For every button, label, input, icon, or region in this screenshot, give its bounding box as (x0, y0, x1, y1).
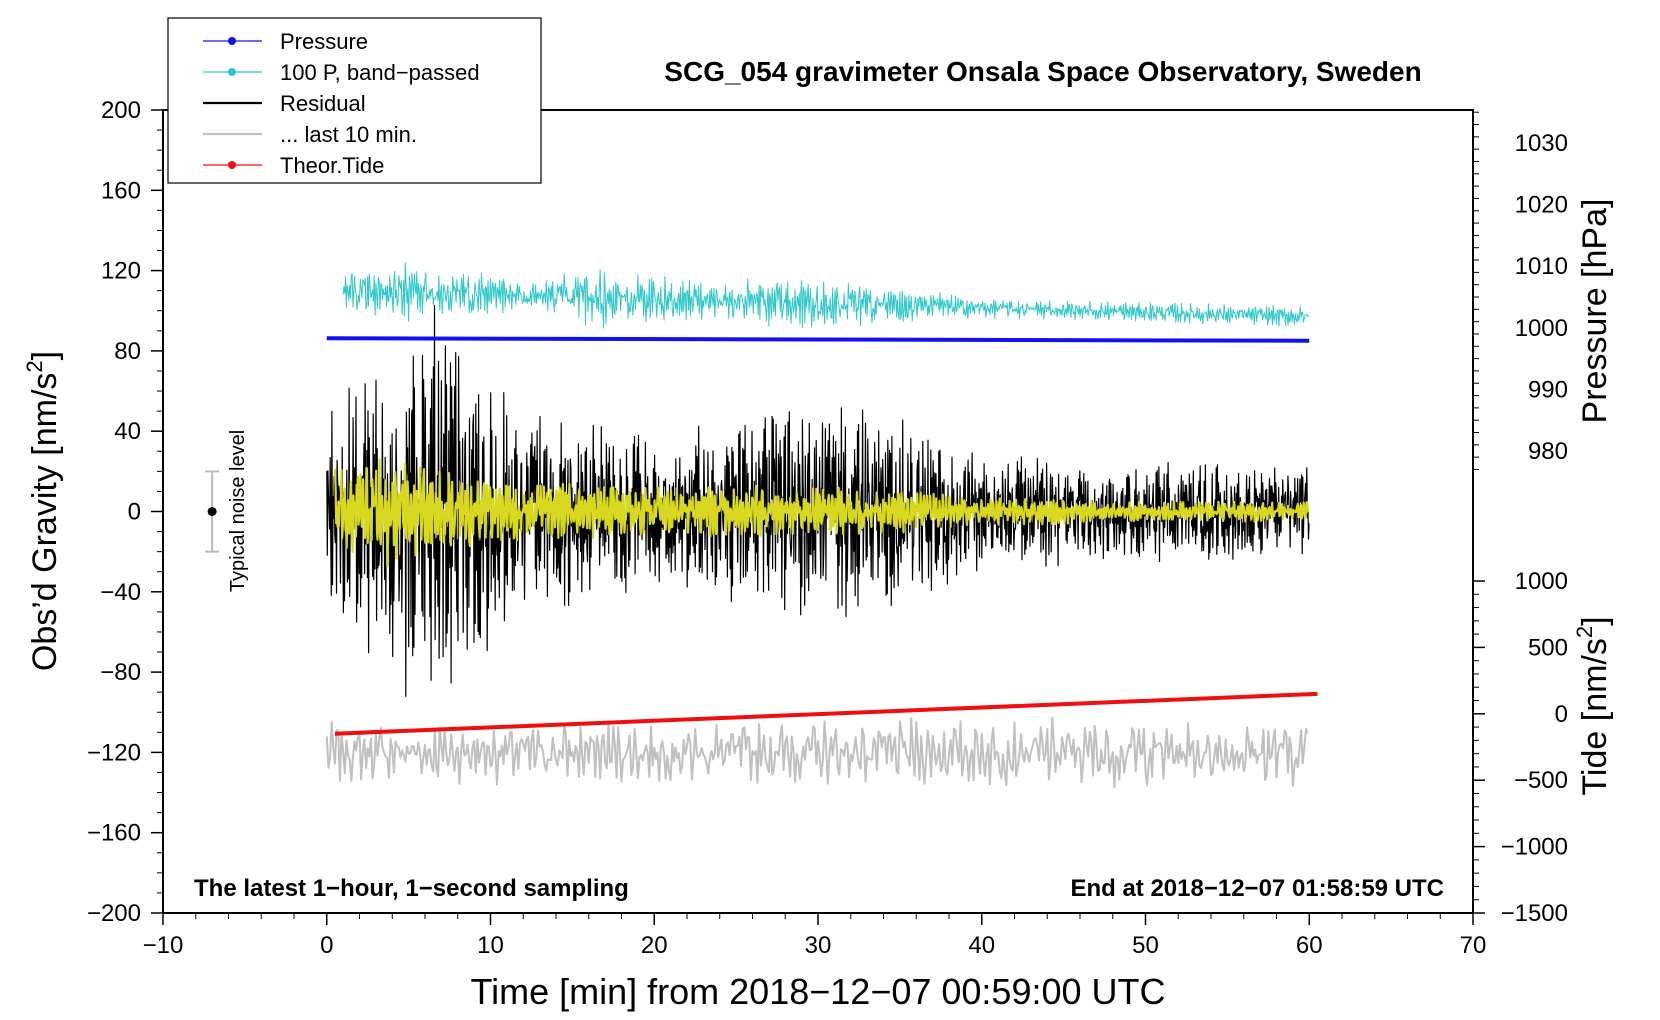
legend-label: Residual (280, 91, 366, 116)
series-layer (325, 262, 1318, 789)
tide-tick-label: 0 (1555, 701, 1568, 728)
noise-label: Typical noise level (227, 430, 249, 592)
legend-marker (228, 161, 236, 169)
x-tick-label: 30 (805, 932, 832, 959)
pressure-tick-label: 990 (1528, 376, 1568, 403)
x-tick-label: 70 (1460, 932, 1487, 959)
y-axis-label: Obs’d Gravity [nm/s2] (22, 351, 64, 671)
x-tick-label: 10 (477, 932, 504, 959)
tide-tick-label: −1500 (1501, 900, 1568, 927)
pressure-tick-label: 1000 (1515, 315, 1568, 342)
series-theor-tide (334, 691, 1318, 736)
legend-label: Theor.Tide (280, 153, 384, 178)
chart-title: SCG_054 gravimeter Onsala Space Observat… (664, 56, 1421, 87)
y-tick-label: 160 (101, 177, 141, 204)
series-100-p-band-passed (342, 262, 1310, 329)
pressure-axis-label: Pressure [hPa] (1576, 199, 1614, 424)
series--last-10-min- (325, 717, 1309, 789)
x-axis-ticks: −10 0 10 20 30 40 50 60 70 (143, 913, 1487, 959)
x-tick-label: 40 (968, 932, 995, 959)
x-tick-label: 0 (320, 932, 333, 959)
legend-label: Pressure (280, 29, 368, 54)
y-tick-label: −120 (87, 739, 141, 766)
series-pressure (326, 336, 1310, 343)
x-tick-label: 20 (641, 932, 668, 959)
x-axis-label: Time [min] from 2018−12−07 00:59:00 UTC (470, 971, 1165, 1012)
legend: Pressure 100 P, band−passed Residual ... la… (167, 17, 542, 184)
pressure-tick-label: 1030 (1515, 130, 1568, 157)
legend-box (167, 17, 542, 184)
legend-marker (228, 37, 236, 45)
annotation-left: The latest 1−hour, 1−second sampling (194, 875, 629, 902)
legend-marker (228, 68, 236, 76)
tide-axis-label: Tide [nm/s2] (1572, 616, 1614, 795)
series-residual (326, 304, 1310, 698)
tide-tick-label: −500 (1514, 767, 1568, 794)
y-tick-label: 120 (101, 258, 141, 285)
x-tick-label: −10 (143, 932, 184, 959)
y-tick-label: 80 (114, 338, 141, 365)
noise-level-indicator (205, 470, 220, 553)
y-axis-ticks: 200 160 120 80 40 0 −40 −80 −120 −160 −200 (87, 97, 163, 927)
pressure-tick-label: 1010 (1515, 253, 1568, 280)
pressure-axis-ticks: 1030 1020 1010 1000 990 980 (1473, 111, 1568, 470)
y-tick-label: 200 (101, 97, 141, 124)
x-tick-label: 50 (1132, 932, 1159, 959)
tide-tick-label: 500 (1528, 634, 1568, 661)
legend-label: ... last 10 min. (280, 122, 417, 147)
tide-tick-label: 1000 (1515, 568, 1568, 595)
y-tick-label: −200 (87, 900, 141, 927)
noise-bar-center (207, 507, 217, 516)
annotation-right: End at 2018−12−07 01:58:59 UTC (1070, 875, 1444, 902)
x-tick-label: 60 (1296, 932, 1323, 959)
legend-label: 100 P, band−passed (280, 60, 480, 85)
pressure-tick-label: 980 (1528, 438, 1568, 465)
series-residual-filtered- (333, 458, 1310, 568)
y-tick-label: −40 (100, 579, 141, 606)
pressure-tick-label: 1020 (1515, 192, 1568, 219)
tide-tick-label: −1000 (1501, 834, 1568, 861)
y-tick-label: −160 (87, 820, 141, 847)
tide-axis-ticks: 1000 500 0 −500 −1000 −1500 (1473, 568, 1568, 927)
y-tick-label: −80 (100, 659, 141, 686)
y-tick-label: 40 (114, 418, 141, 445)
y-tick-label: 0 (128, 499, 141, 526)
